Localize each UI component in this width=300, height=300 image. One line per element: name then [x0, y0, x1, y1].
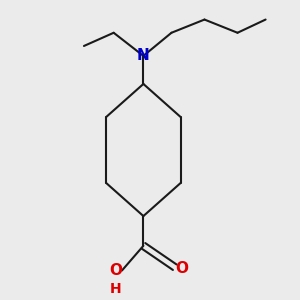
Text: O: O: [176, 261, 188, 276]
Text: N: N: [137, 48, 150, 63]
Text: O: O: [110, 263, 122, 278]
Text: H: H: [110, 282, 122, 296]
